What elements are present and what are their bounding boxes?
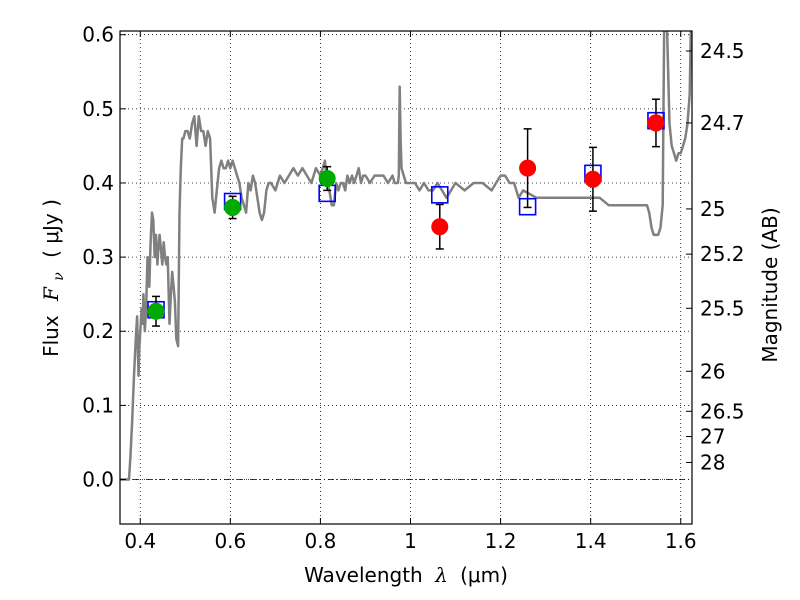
plot-area (120, 31, 692, 481)
y2-tick-label: 25.2 (700, 242, 745, 266)
y2-tick-label: 24.7 (700, 111, 745, 135)
data-point-marker (147, 302, 165, 320)
y2-tick-label: 25 (700, 197, 725, 221)
plot-frame (119, 30, 693, 525)
y2-tick-label: 26 (700, 359, 725, 383)
x-tick-label: 0.6 (214, 529, 246, 553)
data-point-marker (519, 159, 537, 177)
data-point-marker (584, 170, 602, 188)
x-tick-label: 0.8 (305, 529, 337, 553)
x-tick-label: 0.4 (124, 529, 156, 553)
y2-tick-label: 27 (700, 425, 725, 449)
data-point-marker (318, 170, 336, 188)
model-square-marker (430, 186, 449, 204)
y-tick-label: 0.6 (82, 23, 114, 47)
data-point-marker (431, 218, 449, 236)
x-tick-label: 1.6 (665, 529, 697, 553)
y-tick-label: 0.0 (82, 468, 114, 492)
data-point-marker (224, 198, 242, 216)
y-tick-label: 0.5 (82, 97, 114, 121)
y2-tick-label: 25.5 (700, 296, 745, 320)
axis-ticks: 0.4 0.6 0.8 1 1.2 1.4 1.6 0.0 0.1 0.2 0.3 0.4 0.5 0.6… (82, 23, 744, 553)
x-tick-label: 1.4 (575, 529, 607, 553)
x-axis-title: Wavelength λ (μm) (304, 563, 508, 587)
y-tick-label: 0.2 (82, 319, 114, 343)
spectrum-line (120, 31, 692, 481)
x-tick-label: 1 (404, 529, 417, 553)
y2-tick-label: 24.5 (700, 39, 745, 63)
y2-tick-label: 28 (700, 450, 725, 474)
y-tick-label: 0.1 (82, 393, 114, 417)
y-tick-label: 0.4 (82, 171, 114, 195)
y2-axis-title: Magnitude (AB) (758, 207, 782, 362)
data-point-marker (647, 114, 665, 132)
series-group (120, 31, 692, 481)
y2-tick-label: 26.5 (700, 399, 745, 423)
y-tick-label: 0.3 (82, 245, 114, 269)
y-axis-title: Flux F ν ( μJy ) (39, 199, 68, 357)
x-tick-label: 1.2 (485, 529, 517, 553)
